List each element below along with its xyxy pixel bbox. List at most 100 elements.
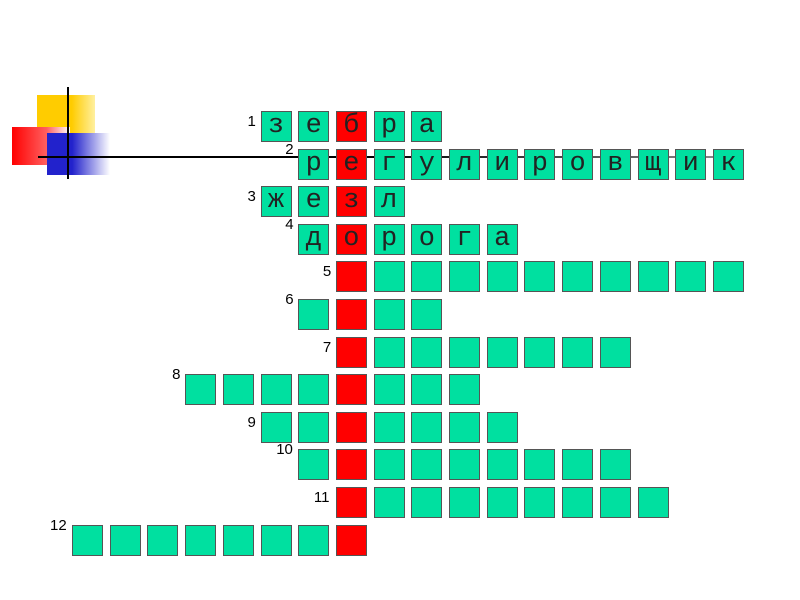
crossword-cell[interactable] bbox=[373, 449, 405, 481]
crossword-cell[interactable] bbox=[373, 111, 405, 142]
row-number: 1 bbox=[247, 113, 256, 130]
crossword-cell[interactable] bbox=[298, 111, 330, 142]
crossword-cell[interactable] bbox=[373, 299, 405, 330]
crossword-cell[interactable] bbox=[411, 111, 443, 142]
crossword-cell[interactable] bbox=[411, 411, 443, 443]
row-answer: зебра bbox=[267, 111, 457, 141]
crossword-cell[interactable] bbox=[599, 261, 631, 293]
crossword-cell[interactable] bbox=[599, 148, 631, 180]
row-answer: регулировщик bbox=[305, 148, 759, 179]
crossword-cell[interactable] bbox=[562, 261, 594, 293]
crossword-cell[interactable] bbox=[185, 524, 217, 556]
crossword-cell[interactable] bbox=[562, 336, 594, 368]
crossword-cell[interactable] bbox=[298, 299, 330, 330]
key-cell[interactable] bbox=[335, 524, 367, 556]
row-number: 4 bbox=[285, 215, 294, 233]
crossword-cell[interactable] bbox=[373, 411, 405, 443]
crossword-cell[interactable] bbox=[449, 487, 480, 518]
crossword-cell[interactable] bbox=[411, 449, 443, 481]
key-cell[interactable] bbox=[335, 449, 367, 481]
crossword-cell[interactable] bbox=[147, 524, 179, 556]
crossword-cell[interactable] bbox=[373, 261, 405, 293]
crossword-cell[interactable] bbox=[260, 411, 292, 443]
key-cell[interactable] bbox=[335, 336, 367, 368]
key-cell[interactable] bbox=[335, 223, 367, 255]
crossword-cell[interactable] bbox=[486, 336, 518, 368]
crossword-cell[interactable] bbox=[637, 261, 669, 293]
key-cell[interactable] bbox=[335, 111, 367, 142]
crossword-cell[interactable] bbox=[562, 449, 594, 481]
crossword-cell[interactable] bbox=[599, 336, 631, 368]
crossword-cell[interactable] bbox=[373, 487, 405, 518]
crossword-cell[interactable] bbox=[449, 411, 480, 443]
row-answer: дорога bbox=[305, 223, 532, 254]
crossword-cell[interactable] bbox=[524, 487, 556, 518]
crossword-cell[interactable] bbox=[373, 148, 405, 180]
crossword-cell[interactable] bbox=[562, 487, 594, 518]
crossword-cell[interactable] bbox=[599, 449, 631, 481]
crossword-cell[interactable] bbox=[222, 524, 254, 556]
crossword-cell[interactable] bbox=[298, 449, 330, 481]
crossword-cell[interactable] bbox=[185, 374, 217, 406]
crossword-cell[interactable] bbox=[524, 148, 556, 180]
crossword-cell[interactable] bbox=[637, 487, 669, 518]
key-cell[interactable] bbox=[335, 374, 367, 406]
crossword-cell[interactable] bbox=[298, 374, 330, 406]
crossword-cell[interactable] bbox=[486, 487, 518, 518]
crossword-cell[interactable] bbox=[411, 223, 443, 255]
crossword-cell[interactable] bbox=[486, 223, 518, 255]
row-number: 9 bbox=[247, 413, 256, 431]
crossword-cell[interactable] bbox=[298, 148, 330, 180]
key-cell[interactable] bbox=[335, 148, 367, 180]
crossword-cell[interactable] bbox=[411, 336, 443, 368]
crossword-cell[interactable] bbox=[373, 374, 405, 406]
crossword-cell[interactable] bbox=[109, 524, 141, 556]
crossword-cell[interactable] bbox=[298, 223, 330, 255]
crossword-cell[interactable] bbox=[486, 261, 518, 293]
key-cell[interactable] bbox=[335, 487, 367, 518]
crossword-cell[interactable] bbox=[373, 223, 405, 255]
crossword-cell[interactable] bbox=[486, 411, 518, 443]
crossword-cell[interactable] bbox=[524, 336, 556, 368]
crossword-cell[interactable] bbox=[260, 111, 292, 142]
crossword-cell[interactable] bbox=[373, 336, 405, 368]
row-number: 7 bbox=[322, 338, 332, 356]
crossword-cell[interactable] bbox=[222, 374, 254, 406]
crossword-cell[interactable] bbox=[675, 148, 707, 180]
crossword-cell[interactable] bbox=[449, 148, 480, 180]
crossword-cell[interactable] bbox=[637, 148, 669, 180]
crossword-cell[interactable] bbox=[524, 449, 556, 481]
row-number: 11 bbox=[313, 489, 330, 506]
crossword-cell[interactable] bbox=[486, 148, 518, 180]
row-number: 3 bbox=[247, 188, 256, 206]
crossword-cell[interactable] bbox=[298, 186, 330, 218]
key-cell[interactable] bbox=[335, 186, 367, 218]
crossword-cell[interactable] bbox=[411, 487, 443, 518]
crossword-cell[interactable] bbox=[373, 186, 405, 218]
crossword-cell[interactable] bbox=[411, 148, 443, 180]
crossword-cell[interactable] bbox=[411, 261, 443, 293]
key-cell[interactable] bbox=[335, 411, 367, 443]
crossword-cell[interactable] bbox=[599, 487, 631, 518]
crossword-cell[interactable] bbox=[712, 261, 744, 293]
crossword-cell[interactable] bbox=[411, 374, 443, 406]
crossword-cell[interactable] bbox=[449, 261, 480, 293]
crossword-cell[interactable] bbox=[562, 148, 594, 180]
crossword-cell[interactable] bbox=[449, 223, 480, 255]
crossword-cell[interactable] bbox=[260, 186, 292, 218]
crossword-cell[interactable] bbox=[72, 524, 103, 556]
crossword-cell[interactable] bbox=[524, 261, 556, 293]
crossword-cell[interactable] bbox=[298, 411, 330, 443]
crossword-cell[interactable] bbox=[298, 524, 330, 556]
crossword-cell[interactable] bbox=[260, 524, 292, 556]
crossword-cell[interactable] bbox=[712, 148, 744, 180]
key-cell[interactable] bbox=[335, 299, 367, 330]
crossword-cell[interactable] bbox=[260, 374, 292, 406]
crossword-cell[interactable] bbox=[449, 449, 480, 481]
crossword-cell[interactable] bbox=[449, 374, 480, 406]
crossword-cell[interactable] bbox=[411, 299, 443, 330]
crossword-cell[interactable] bbox=[449, 336, 480, 368]
crossword-cell[interactable] bbox=[486, 449, 518, 481]
key-cell[interactable] bbox=[335, 261, 367, 293]
crossword-cell[interactable] bbox=[675, 261, 707, 293]
